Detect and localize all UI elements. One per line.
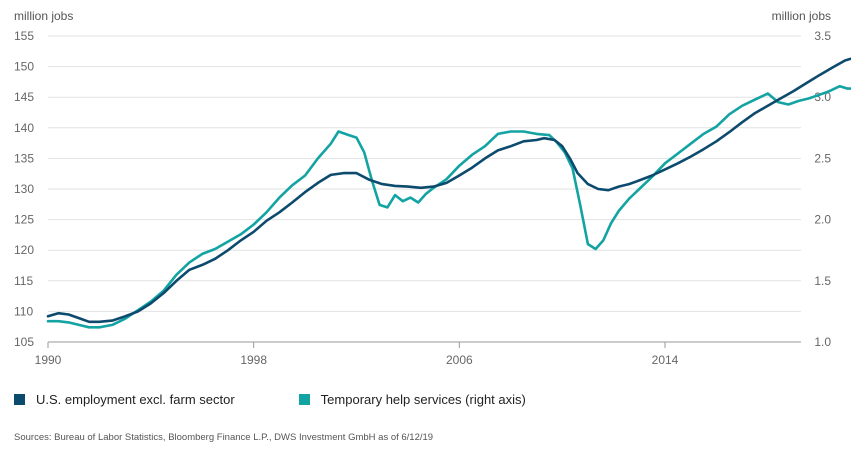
right-tick-label: 2.5 [814,151,831,165]
left-tick-label: 120 [14,243,34,257]
right-tick-label: 1.5 [814,274,831,288]
gridlines [48,35,801,343]
left-tick-label: 110 [14,304,33,318]
series-lines [46,57,851,329]
left-tick-label: 125 [14,213,34,227]
source-note: Sources: Bureau of Labor Statistics, Blo… [14,432,434,443]
temp-help-line [46,84,851,329]
right-tick-label: 2.0 [814,213,831,227]
right-axis-unit: million jobs [772,9,831,23]
legend-swatch-employment [14,394,25,405]
legend-item-employment: U.S. employment excl. farm sector [14,392,235,407]
left-tick-label: 150 [14,60,34,74]
right-tick-label: 1.0 [814,335,831,349]
x-tick-label: 1998 [240,353,267,367]
legend: U.S. employment excl. farm sector Tempor… [14,392,590,407]
legend-swatch-temp-help [298,394,310,405]
left-tick-label: 130 [14,182,34,196]
x-axis-ticks: 1990 1998 2006 2014 [35,342,679,367]
x-tick-label: 1990 [35,353,62,367]
left-tick-label: 140 [14,121,34,135]
line-chart: 105 110 115 120 125 130 135 140 145 150 155 1.0 1.5… [14,9,851,367]
legend-label-temp-help: Temporary help services (right axis) [320,392,526,407]
legend-label-employment: U.S. employment excl. farm sector [36,392,235,407]
left-tick-label: 115 [14,274,33,288]
left-tick-label: 105 [14,335,34,349]
x-tick-label: 2006 [446,353,473,367]
x-tick-label: 2014 [652,353,679,367]
left-tick-label: 145 [14,90,34,104]
left-tick-label: 155 [14,29,34,43]
legend-item-temp-help: Temporary help services (right axis) [298,392,526,407]
left-axis-ticks: 105 110 115 120 125 130 135 140 145 150 155 [14,29,34,349]
left-tick-label: 135 [14,151,34,165]
left-axis-unit: million jobs [14,9,73,23]
right-tick-label: 3.5 [814,29,831,43]
employment-line [46,57,851,324]
